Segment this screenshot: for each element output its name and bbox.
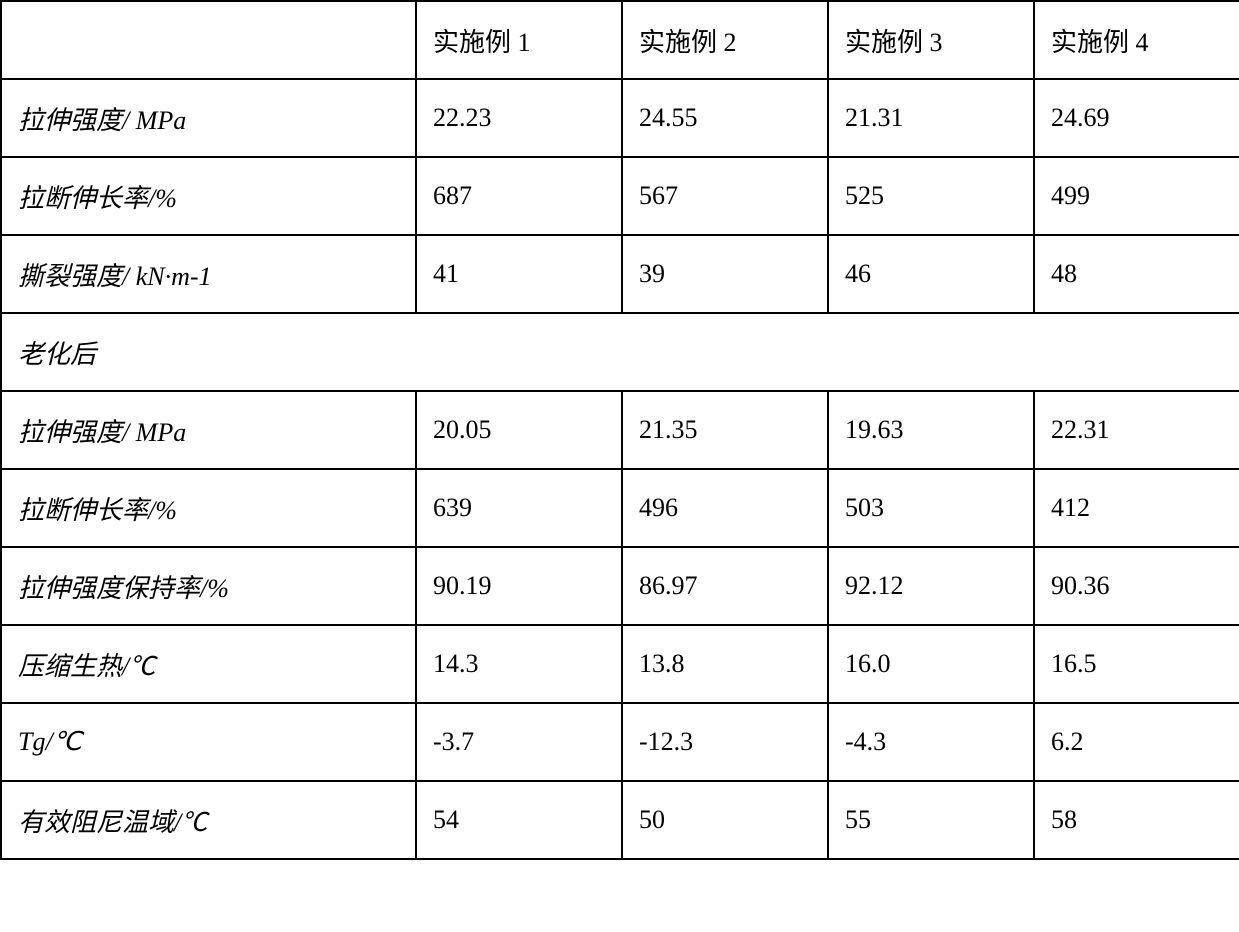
- row-label: 拉断伸长率/%: [1, 157, 416, 235]
- table-row: 拉伸强度/ MPa 22.23 24.55 21.31 24.69: [1, 79, 1239, 157]
- cell-value: 13.8: [622, 625, 828, 703]
- data-table: 实施例 1 实施例 2 实施例 3 实施例 4 拉伸强度/ MPa 22.23 …: [0, 0, 1239, 860]
- cell-value: 55: [828, 781, 1034, 859]
- cell-value: 16.0: [828, 625, 1034, 703]
- cell-value: 92.12: [828, 547, 1034, 625]
- cell-value: 24.55: [622, 79, 828, 157]
- cell-value: 6.2: [1034, 703, 1239, 781]
- cell-value: 496: [622, 469, 828, 547]
- table-row: 拉断伸长率/% 639 496 503 412: [1, 469, 1239, 547]
- cell-value: 22.23: [416, 79, 622, 157]
- row-label: 压缩生热/℃: [1, 625, 416, 703]
- section-header-row: 老化后: [1, 313, 1239, 391]
- row-label: Tg/℃: [1, 703, 416, 781]
- table-row: 压缩生热/℃ 14.3 13.8 16.0 16.5: [1, 625, 1239, 703]
- cell-value: -12.3: [622, 703, 828, 781]
- cell-value: 639: [416, 469, 622, 547]
- header-col-3: 实施例 3: [828, 1, 1034, 79]
- row-label: 拉伸强度保持率/%: [1, 547, 416, 625]
- cell-value: 525: [828, 157, 1034, 235]
- cell-value: 22.31: [1034, 391, 1239, 469]
- section-header: 老化后: [1, 313, 1239, 391]
- row-label: 撕裂强度/ kN·m-1: [1, 235, 416, 313]
- cell-value: 46: [828, 235, 1034, 313]
- row-label: 拉伸强度/ MPa: [1, 391, 416, 469]
- cell-value: 19.63: [828, 391, 1034, 469]
- cell-value: 41: [416, 235, 622, 313]
- cell-value: 39: [622, 235, 828, 313]
- cell-value: 20.05: [416, 391, 622, 469]
- cell-value: 58: [1034, 781, 1239, 859]
- cell-value: 21.35: [622, 391, 828, 469]
- cell-value: -3.7: [416, 703, 622, 781]
- header-col-2: 实施例 2: [622, 1, 828, 79]
- cell-value: 24.69: [1034, 79, 1239, 157]
- cell-value: 499: [1034, 157, 1239, 235]
- cell-value: 50: [622, 781, 828, 859]
- cell-value: 503: [828, 469, 1034, 547]
- cell-value: 90.36: [1034, 547, 1239, 625]
- header-col-1: 实施例 1: [416, 1, 622, 79]
- cell-value: 86.97: [622, 547, 828, 625]
- cell-value: 687: [416, 157, 622, 235]
- cell-value: 14.3: [416, 625, 622, 703]
- row-label: 拉断伸长率/%: [1, 469, 416, 547]
- cell-value: 412: [1034, 469, 1239, 547]
- cell-value: 48: [1034, 235, 1239, 313]
- cell-value: 567: [622, 157, 828, 235]
- row-label: 有效阻尼温域/℃: [1, 781, 416, 859]
- cell-value: -4.3: [828, 703, 1034, 781]
- table-row: 拉伸强度保持率/% 90.19 86.97 92.12 90.36: [1, 547, 1239, 625]
- table-row: 撕裂强度/ kN·m-1 41 39 46 48: [1, 235, 1239, 313]
- table-row: 有效阻尼温域/℃ 54 50 55 58: [1, 781, 1239, 859]
- header-empty: [1, 1, 416, 79]
- row-label: 拉伸强度/ MPa: [1, 79, 416, 157]
- table-row: 拉断伸长率/% 687 567 525 499: [1, 157, 1239, 235]
- table-row: Tg/℃ -3.7 -12.3 -4.3 6.2: [1, 703, 1239, 781]
- cell-value: 54: [416, 781, 622, 859]
- table-row: 拉伸强度/ MPa 20.05 21.35 19.63 22.31: [1, 391, 1239, 469]
- header-row: 实施例 1 实施例 2 实施例 3 实施例 4: [1, 1, 1239, 79]
- cell-value: 21.31: [828, 79, 1034, 157]
- cell-value: 90.19: [416, 547, 622, 625]
- header-col-4: 实施例 4: [1034, 1, 1239, 79]
- cell-value: 16.5: [1034, 625, 1239, 703]
